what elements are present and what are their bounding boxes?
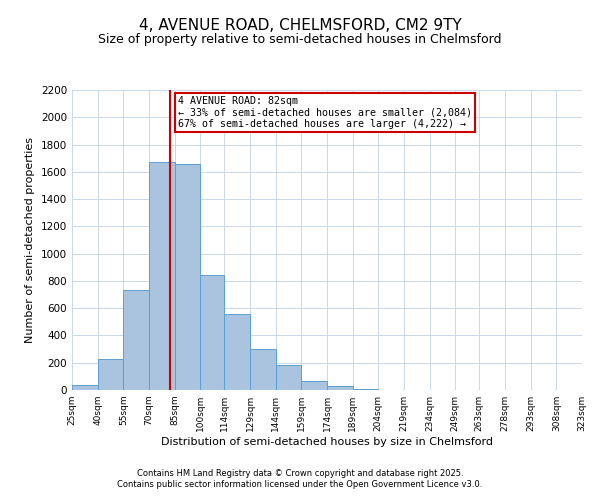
X-axis label: Distribution of semi-detached houses by size in Chelmsford: Distribution of semi-detached houses by … bbox=[161, 437, 493, 447]
Bar bbox=[327, 386, 353, 390]
Bar bbox=[149, 162, 175, 390]
Text: Contains HM Land Registry data © Crown copyright and database right 2025.: Contains HM Land Registry data © Crown c… bbox=[137, 468, 463, 477]
Bar bbox=[124, 290, 149, 390]
Bar bbox=[98, 360, 124, 390]
Bar bbox=[175, 164, 200, 390]
Bar bbox=[353, 388, 379, 390]
Bar bbox=[275, 366, 301, 390]
Bar bbox=[250, 349, 275, 390]
Y-axis label: Number of semi-detached properties: Number of semi-detached properties bbox=[25, 137, 35, 343]
Bar bbox=[72, 384, 98, 390]
Text: Size of property relative to semi-detached houses in Chelmsford: Size of property relative to semi-detach… bbox=[98, 32, 502, 46]
Text: Contains public sector information licensed under the Open Government Licence v3: Contains public sector information licen… bbox=[118, 480, 482, 489]
Text: 4 AVENUE ROAD: 82sqm
← 33% of semi-detached houses are smaller (2,084)
67% of se: 4 AVENUE ROAD: 82sqm ← 33% of semi-detac… bbox=[178, 96, 472, 130]
Bar bbox=[224, 314, 250, 390]
Bar bbox=[200, 276, 224, 390]
Bar bbox=[301, 381, 327, 390]
Text: 4, AVENUE ROAD, CHELMSFORD, CM2 9TY: 4, AVENUE ROAD, CHELMSFORD, CM2 9TY bbox=[139, 18, 461, 32]
